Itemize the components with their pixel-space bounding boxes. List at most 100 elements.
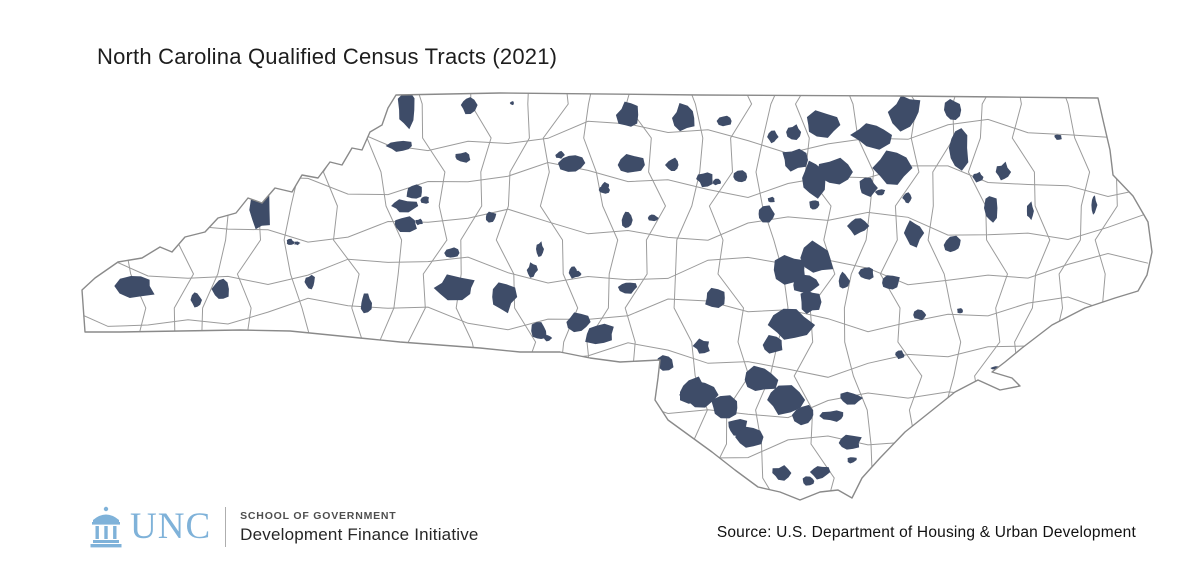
- qct-tract: [772, 465, 792, 481]
- qct-tract: [394, 216, 417, 233]
- qct-tract: [758, 205, 775, 223]
- qct-tract: [762, 335, 783, 354]
- qct-tract: [601, 181, 610, 190]
- qct-tract: [819, 410, 844, 422]
- qct-tract: [895, 350, 905, 360]
- qct-tract: [211, 278, 229, 299]
- qct-tract: [874, 189, 886, 196]
- qct-tract: [995, 161, 1012, 181]
- logo-divider: [225, 507, 227, 547]
- county-line: [82, 435, 1149, 466]
- qct-tract: [817, 157, 853, 185]
- qct-tract: [838, 271, 850, 289]
- qct-tract: [838, 434, 862, 450]
- qct-tract: [615, 101, 639, 127]
- qct-tract: [647, 214, 659, 222]
- qct-tract: [672, 103, 695, 132]
- qct-tract: [793, 274, 820, 293]
- qct-tract: [621, 211, 633, 228]
- qct-tract: [543, 334, 553, 342]
- county-line: [82, 296, 1149, 333]
- qct-tract: [555, 150, 565, 159]
- unc-wordmark: UNC: [130, 506, 212, 547]
- qct-tract: [397, 93, 415, 130]
- qct-tract: [294, 241, 301, 246]
- qct-tract: [972, 171, 984, 183]
- qct-tract: [617, 154, 645, 173]
- qct-tract: [847, 457, 857, 464]
- qct-tract: [1091, 195, 1098, 215]
- qct-tract: [455, 152, 471, 163]
- qct-tract: [656, 355, 674, 371]
- qct-tract: [802, 476, 815, 486]
- county-line: [82, 208, 1149, 243]
- qct-tract: [558, 155, 586, 172]
- qct-tract: [943, 235, 961, 253]
- qct-tracts: [114, 93, 1098, 486]
- school-of-government-label: SCHOOL OF GOVERNMENT: [240, 509, 397, 522]
- qct-tract: [733, 170, 748, 183]
- qct-tract: [850, 123, 892, 150]
- county-line: [82, 252, 1149, 286]
- logo-text: SCHOOL OF GOVERNMENT Development Finance…: [240, 510, 478, 545]
- qct-tract: [114, 276, 155, 298]
- qct-tract: [385, 140, 412, 152]
- qct-tract: [679, 380, 719, 408]
- unc-logo: UNC SCHOOL OF GOVERNMENT Development Fin…: [88, 502, 479, 552]
- qct-tract: [286, 238, 295, 245]
- dfi-label: Development Finance Initiative: [240, 524, 479, 544]
- qct-tract: [902, 192, 912, 204]
- qct-tract: [509, 101, 514, 106]
- qct-tract: [1054, 134, 1062, 140]
- qct-tract: [782, 148, 808, 172]
- state-shape: [82, 93, 1152, 500]
- qct-tract: [791, 404, 814, 426]
- qct-tract: [573, 270, 582, 278]
- qct-tract: [716, 115, 732, 127]
- qct-tract: [444, 247, 460, 258]
- state-outline: [81, 92, 1153, 501]
- qct-tract: [767, 196, 775, 203]
- qct-tract: [415, 218, 423, 226]
- map-title: North Carolina Qualified Census Tracts (…: [97, 44, 558, 69]
- unc-old-well-icon: [90, 506, 122, 548]
- qct-tract: [944, 99, 962, 120]
- qct-tract: [433, 274, 475, 301]
- qct-tract: [872, 150, 913, 185]
- qct-tract: [744, 365, 779, 391]
- qct-tract: [840, 391, 864, 405]
- qct-tract: [617, 282, 638, 294]
- qct-tract: [859, 177, 878, 197]
- qct-tract: [887, 95, 921, 132]
- qct-tract: [809, 466, 831, 480]
- qct-tract: [767, 130, 779, 144]
- qct-tract: [913, 309, 927, 321]
- qct-tract: [806, 110, 841, 138]
- county-line: [82, 387, 1149, 420]
- qct-tract: [948, 128, 969, 171]
- qct-tract: [800, 290, 822, 314]
- qct-tract: [711, 395, 738, 419]
- qct-tract: [360, 293, 372, 314]
- county-line: [793, 93, 836, 500]
- qct-tract: [786, 124, 802, 140]
- qct-tract: [735, 426, 764, 448]
- qct-tract: [585, 323, 614, 345]
- qct-tract: [485, 211, 497, 223]
- qct-tract: [406, 184, 422, 199]
- qct-tract: [536, 241, 544, 257]
- qct-tract: [858, 267, 874, 280]
- qct-tract: [566, 312, 591, 333]
- qct-tract: [665, 157, 679, 171]
- qct-tract: [420, 196, 429, 204]
- qct-tract: [767, 308, 816, 340]
- qct-tract: [1026, 201, 1034, 221]
- qct-tract: [492, 282, 518, 314]
- county-line: [669, 93, 708, 500]
- qct-tract: [190, 292, 202, 308]
- source-note: Source: U.S. Department of Housing & Urb…: [716, 524, 1136, 541]
- qct-tract: [526, 262, 538, 278]
- qct-tract: [847, 218, 870, 236]
